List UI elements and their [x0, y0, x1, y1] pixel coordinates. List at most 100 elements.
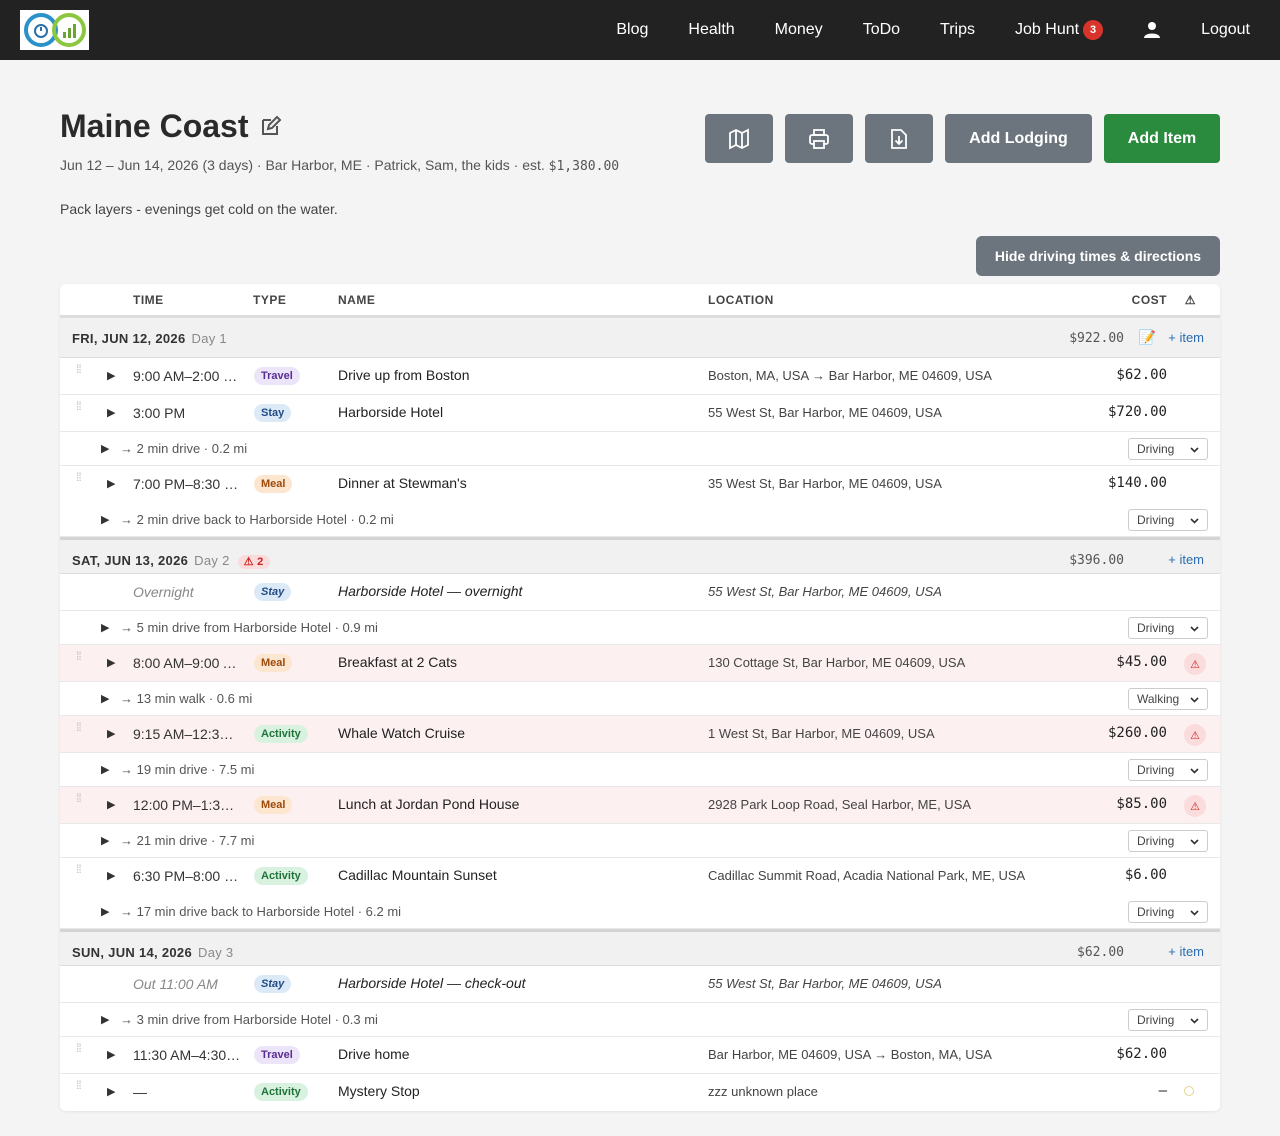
travel-mode-select[interactable]: Driving	[1128, 901, 1208, 923]
chevron-down-icon	[1190, 834, 1199, 848]
drag-handle-icon[interactable]: ⁞⁞	[76, 1078, 82, 1092]
directions-summary: → 17 min drive back to Harborside Hotel …	[120, 904, 402, 919]
expand-caret-icon[interactable]: ▶	[101, 764, 110, 776]
type-badge: Travel	[254, 1046, 300, 1064]
export-button[interactable]	[865, 114, 933, 163]
add-item-link[interactable]: + item	[1168, 552, 1204, 567]
travel-mode-select[interactable]: Walking	[1128, 688, 1208, 710]
itinerary-item-row[interactable]: ⁞⁞ ▶ 12:00 PM–1:30 PM Meal Lunch at Jordan P…	[60, 787, 1220, 824]
directions-summary: → 19 min drive · 7.5 mi	[120, 762, 255, 777]
expand-caret-icon[interactable]: ▶	[101, 514, 110, 526]
day-number: Day 1	[191, 331, 227, 346]
day-warning-badge: ⚠ 2	[237, 555, 270, 569]
chevron-down-icon	[1190, 621, 1199, 635]
drag-handle-icon[interactable]: ⁞⁞	[76, 791, 82, 805]
travel-mode-select[interactable]: Driving	[1128, 830, 1208, 852]
header-cost: COST	[1131, 292, 1167, 307]
day-label: SUN, JUN 14, 2026 Day 3	[72, 945, 233, 960]
print-button[interactable]	[785, 114, 853, 163]
itinerary-item-row[interactable]: Out 11:00 AM Stay Harborside Hotel — check…	[60, 966, 1220, 1003]
expand-caret-icon[interactable]: ▶	[107, 370, 116, 382]
nav-todo[interactable]: ToDo	[862, 21, 901, 38]
expand-caret-icon[interactable]: ▶	[107, 407, 116, 419]
expand-caret-icon[interactable]: ▶	[101, 835, 110, 847]
warning-icon[interactable]: ⚠	[1184, 724, 1206, 746]
item-name: Drive home	[338, 1046, 410, 1062]
itinerary-item-row[interactable]: ⁞⁞ ▶ 7:00 PM–8:30 PM Meal Dinner at Stewman'…	[60, 466, 1220, 503]
directions-summary: → 21 min drive · 7.7 mi	[120, 833, 255, 848]
expand-caret-icon[interactable]: ▶	[107, 870, 116, 882]
item-location: Boston, MA, USA → Bar Harbor, ME 04609, …	[708, 368, 992, 383]
expand-caret-icon[interactable]: ▶	[101, 906, 110, 918]
nav-job-hunt[interactable]: Job Hunt 3	[995, 0, 1123, 60]
nav-trips[interactable]: Trips	[940, 21, 976, 38]
add-item-button[interactable]: Add Item	[1104, 114, 1220, 163]
day-date: SAT, JUN 13, 2026	[72, 553, 189, 568]
user-icon[interactable]	[1123, 0, 1181, 60]
itinerary-item-row[interactable]: Overnight Stay Harborside Hotel — overnigh…	[60, 574, 1220, 611]
drag-handle-icon[interactable]: ⁞⁞	[76, 649, 82, 663]
itinerary-item-row[interactable]: ⁞⁞ ▶ 9:15 AM–12:30 PM Activity Whale Watch C…	[60, 716, 1220, 753]
travel-mode-select[interactable]: Driving	[1128, 759, 1208, 781]
app-logo[interactable]	[20, 10, 89, 50]
directions-row: ▶ → 21 min drive · 7.7 mi Driving	[60, 824, 1220, 858]
expand-caret-icon[interactable]: ▶	[107, 799, 116, 811]
itinerary-item-row[interactable]: ⁞⁞ ▶ 3:00 PM Stay Harborside Hotel 55 West St…	[60, 395, 1220, 432]
expand-caret-icon[interactable]: ▶	[101, 693, 110, 705]
expand-caret-icon[interactable]: ▶	[101, 1014, 110, 1026]
item-cost: $260.00	[1107, 725, 1167, 741]
itinerary-item-row[interactable]: ⁞⁞ ▶ 6:30 PM–8:00 PM Activity Cadillac Mount…	[60, 858, 1220, 895]
nav-blog[interactable]: Blog	[616, 21, 649, 38]
day-date: SUN, JUN 14, 2026	[72, 945, 192, 960]
expand-caret-icon[interactable]: ▶	[107, 478, 116, 490]
add-item-link[interactable]: + item	[1168, 944, 1204, 959]
chevron-down-icon	[1190, 692, 1199, 706]
type-badge: Meal	[254, 796, 293, 814]
item-cost: $62.00	[1116, 1046, 1167, 1062]
note-icon[interactable]: 📝	[1138, 329, 1156, 345]
itinerary-item-row[interactable]: ⁞⁞ ▶ 11:30 AM–4:30 PM Travel Drive home Bar H…	[60, 1037, 1220, 1074]
expand-caret-icon[interactable]: ▶	[101, 622, 110, 634]
drag-handle-icon[interactable]: ⁞⁞	[76, 470, 82, 484]
nav-logout[interactable]: Logout	[1201, 21, 1250, 38]
warning-icon[interactable]: ⚠	[1184, 653, 1206, 675]
edit-icon[interactable]	[260, 115, 282, 137]
travel-mode-select[interactable]: Driving	[1128, 509, 1208, 531]
item-time: 7:00 PM–8:30 PM	[133, 476, 241, 492]
item-time: 11:30 AM–4:30 PM	[133, 1047, 241, 1063]
nav-health[interactable]: Health	[688, 21, 735, 38]
add-item-link[interactable]: + item	[1168, 330, 1204, 345]
type-badge: Activity	[254, 1083, 308, 1101]
travel-mode-select[interactable]: Driving	[1128, 438, 1208, 460]
directions-row: ▶ → 19 min drive · 7.5 mi Driving	[60, 753, 1220, 787]
expand-caret-icon[interactable]: ▶	[107, 728, 116, 740]
drag-handle-icon[interactable]: ⁞⁞	[76, 399, 82, 413]
itinerary-item-row[interactable]: ⁞⁞ ▶ 8:00 AM–9:00 AM Meal Breakfast at 2 Cat…	[60, 645, 1220, 682]
expand-caret-icon[interactable]: ▶	[107, 657, 116, 669]
travel-mode-select[interactable]: Driving	[1128, 1009, 1208, 1031]
expand-caret-icon[interactable]: ▶	[101, 443, 110, 455]
add-lodging-button[interactable]: Add Lodging	[945, 114, 1092, 163]
warning-icon[interactable]: ⚠	[1184, 795, 1206, 817]
directions-row: ▶ → 2 min drive · 0.2 mi Driving	[60, 432, 1220, 466]
expand-caret-icon[interactable]: ▶	[107, 1049, 116, 1061]
travel-mode-select[interactable]: Driving	[1128, 617, 1208, 639]
drag-handle-icon[interactable]: ⁞⁞	[76, 862, 82, 876]
drag-handle-icon[interactable]: ⁞⁞	[76, 362, 82, 376]
drag-handle-icon[interactable]: ⁞⁞	[76, 1041, 82, 1055]
day-total-cost: $922.00	[1069, 331, 1124, 346]
printer-icon	[809, 128, 829, 149]
hide-directions-button[interactable]: Hide driving times & directions	[976, 236, 1220, 276]
map-button[interactable]	[705, 114, 773, 163]
directions-summary: → 5 min drive from Harborside Hotel · 0.…	[120, 620, 378, 635]
chevron-down-icon	[1190, 513, 1199, 527]
nav-money[interactable]: Money	[774, 21, 823, 38]
item-cost: $62.00	[1116, 367, 1167, 383]
item-location: 1 West St, Bar Harbor, ME 04609, USA	[708, 726, 935, 741]
expand-caret-icon[interactable]: ▶	[107, 1086, 116, 1098]
chevron-down-icon	[1190, 1013, 1199, 1027]
day-date: FRI, JUN 12, 2026	[72, 331, 186, 346]
itinerary-item-row[interactable]: ⁞⁞ ▶ — Activity Mystery Stop zzz unknown plac…	[60, 1074, 1220, 1111]
itinerary-item-row[interactable]: ⁞⁞ ▶ 9:00 AM–2:00 PM Travel Drive up from Bo…	[60, 358, 1220, 395]
drag-handle-icon[interactable]: ⁞⁞	[76, 720, 82, 734]
